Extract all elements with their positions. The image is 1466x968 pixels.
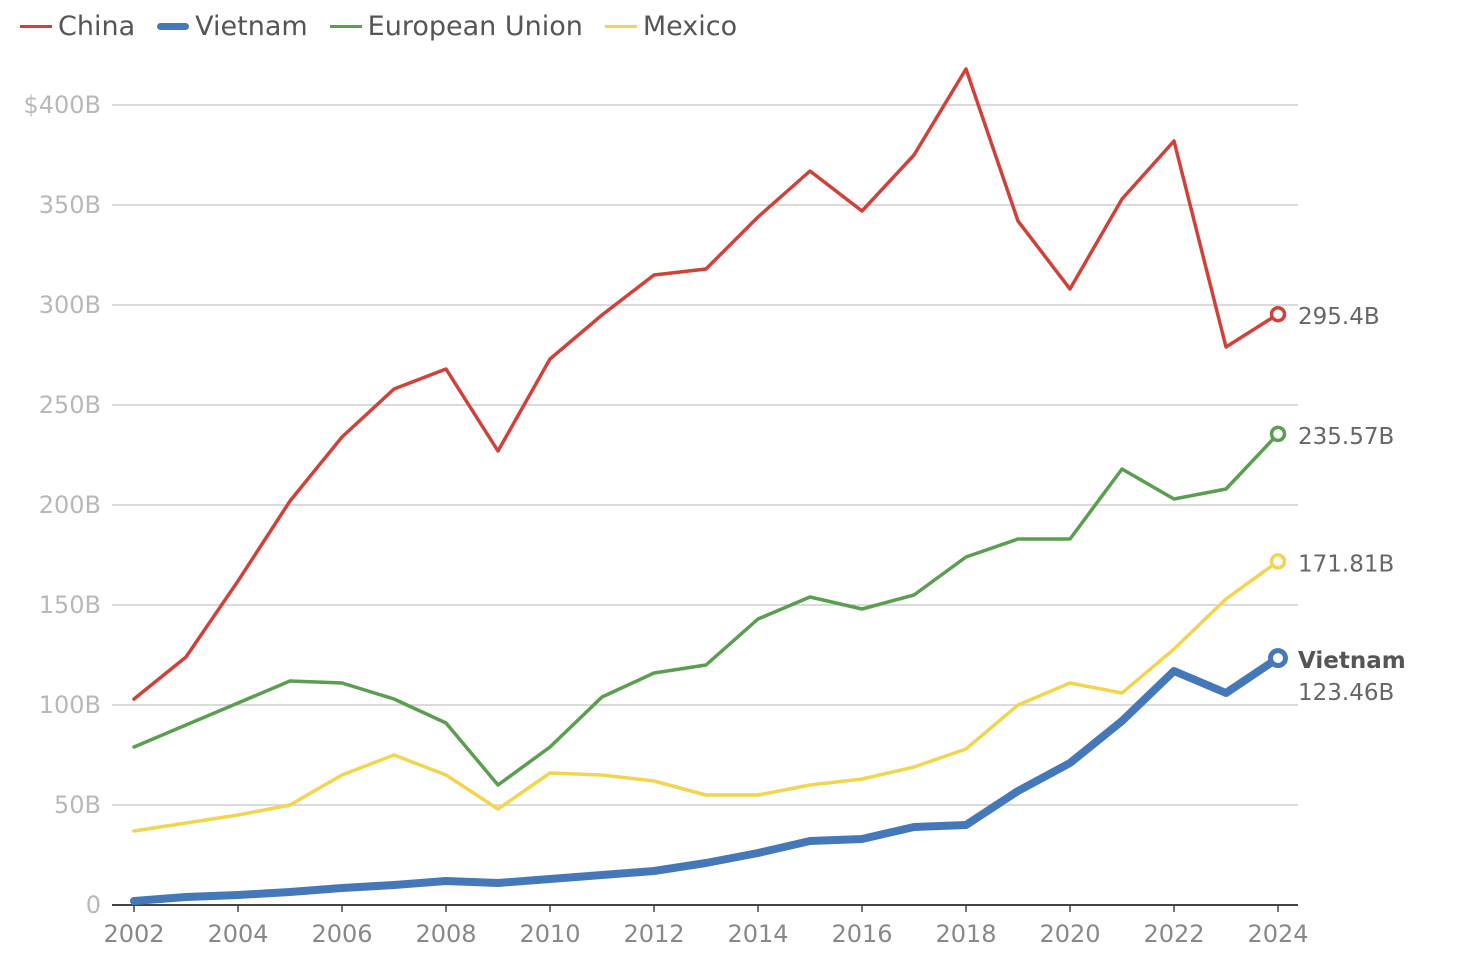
end-labels: 171.81B 235.57B 295.4B Vietnam 123.46B (1298, 304, 1406, 706)
x-tick-label: 2014 (727, 920, 788, 948)
x-tick-label: 2012 (623, 920, 684, 948)
x-axis-ticks: 2002 2004 2006 2008 2010 2012 2014 2016 2018 2020… (103, 905, 1309, 948)
legend-swatch-china (20, 24, 52, 28)
legend-swatch-european-union (329, 24, 362, 28)
y-tick-label: 100B (39, 691, 101, 719)
y-tick-label: 150B (39, 591, 101, 619)
end-marker-vietnam (1268, 648, 1288, 669)
x-tick-label: 2008 (415, 920, 476, 948)
y-tick-label: 300B (39, 291, 101, 319)
series-line-vietnam (130, 654, 1282, 905)
end-value-mexico: 171.81B (1298, 551, 1394, 577)
series-line-mexico (132, 559, 1280, 833)
end-marker-mexico (1269, 553, 1287, 570)
series-line-china (132, 67, 1280, 701)
x-tick-label: 2024 (1247, 920, 1308, 948)
end-marker-european-union (1269, 425, 1287, 443)
y-tick-label: $400B (23, 91, 101, 119)
legend-item-vietnam: Vietnam (157, 11, 308, 42)
end-value-vietnam: 123.46B (1298, 680, 1394, 706)
end-value-china: 295.4B (1298, 304, 1380, 330)
legend-label-mexico: Mexico (642, 10, 738, 42)
y-tick-label: 50B (54, 791, 101, 819)
chart-legend: China Vietnam European Union Mexico (20, 6, 759, 46)
gridlines (112, 104, 1298, 906)
legend-label-vietnam: Vietnam (195, 10, 308, 42)
y-tick-label: 0 (86, 891, 101, 919)
x-tick-label: 2004 (207, 920, 268, 948)
legend-swatch-vietnam (157, 22, 190, 30)
series-line-european-union (132, 432, 1280, 787)
end-value-european-union: 235.57B (1298, 424, 1394, 450)
legend-item-european-union: European Union (329, 10, 583, 42)
legend-item-china: China (20, 11, 135, 42)
end-name-vietnam: Vietnam (1298, 648, 1406, 674)
y-axis-ticks: 0 50B 100B 150B 200B 250B 300B 350B $400B (23, 91, 101, 919)
x-tick-label: 2022 (1143, 920, 1204, 948)
y-tick-label: 250B (39, 391, 101, 419)
x-tick-label: 2016 (831, 920, 892, 948)
x-tick-label: 2020 (1039, 920, 1100, 948)
x-tick-label: 2002 (103, 920, 164, 948)
legend-item-mexico: Mexico (604, 10, 738, 42)
y-tick-label: 350B (39, 191, 101, 219)
x-tick-label: 2018 (935, 920, 996, 948)
x-tick-label: 2010 (519, 920, 580, 948)
x-tick-label: 2006 (311, 920, 372, 948)
end-markers (1268, 305, 1288, 669)
legend-label-european-union: European Union (367, 10, 583, 42)
legend-label-china: China (58, 10, 136, 42)
y-tick-label: 200B (39, 491, 101, 519)
legend-swatch-mexico (604, 24, 637, 28)
series-lines (130, 67, 1282, 905)
end-marker-china (1269, 305, 1287, 323)
